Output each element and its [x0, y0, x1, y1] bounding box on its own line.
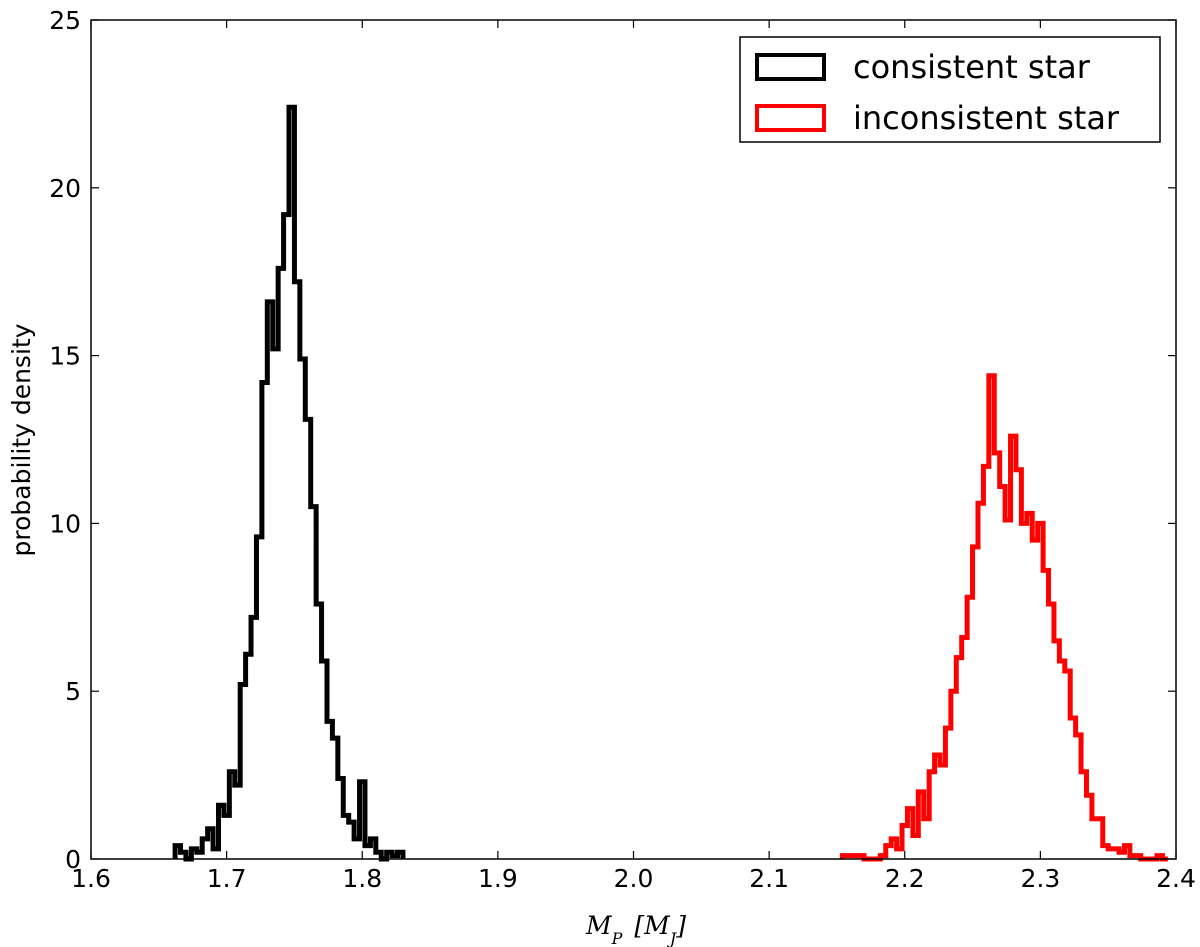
x-tick-label: 2.0 — [614, 864, 654, 893]
x-label-unit: M — [643, 911, 671, 940]
x-tick-label: 1.6 — [71, 864, 111, 893]
tick-layer — [90, 19, 1177, 860]
y-tick-labels: 0 5 10 15 20 25 — [49, 6, 81, 874]
series-consistent-star — [172, 104, 406, 862]
y-tick-label: 25 — [49, 6, 81, 35]
x-tick-label: 1.9 — [478, 864, 518, 893]
x-tick-labels: 1.6 1.7 1.8 1.9 2.0 2.1 2.2 2.3 2.4 — [71, 864, 1196, 893]
x-tick-label: 2.4 — [1156, 864, 1196, 893]
y-tick-label: 20 — [49, 174, 81, 203]
x-tick-label: 2.3 — [1020, 864, 1060, 893]
legend-swatch-inconsistent — [755, 104, 826, 132]
x-label-bracket-close: ] — [675, 911, 686, 940]
x-label-sub-j: J — [667, 929, 678, 947]
legend-label-consistent: consistent star — [853, 48, 1091, 86]
x-tick-label: 1.8 — [342, 864, 382, 893]
y-axis-label: probability density — [7, 323, 36, 556]
x-tick-label: 2.1 — [749, 864, 789, 893]
x-tick-label: 1.7 — [207, 864, 247, 893]
x-label-bracket: [ — [634, 911, 644, 940]
legend: consistent star inconsistent star — [739, 36, 1161, 143]
legend-label-inconsistent: inconsistent star — [853, 99, 1120, 137]
series-inconsistent-star — [839, 373, 1168, 862]
x-label-sub-p: P — [611, 929, 623, 947]
y-tick-label: 0 — [65, 845, 81, 874]
x-tick-label: 2.2 — [885, 864, 925, 893]
series-layer — [172, 104, 1168, 862]
legend-swatch-consistent — [755, 53, 826, 81]
y-tick-label: 10 — [49, 509, 81, 538]
y-tick-label: 15 — [49, 342, 81, 371]
x-axis-label: MP [MJ] — [585, 911, 686, 947]
x-label-main: M — [585, 911, 613, 940]
y-tick-label: 5 — [65, 677, 81, 706]
